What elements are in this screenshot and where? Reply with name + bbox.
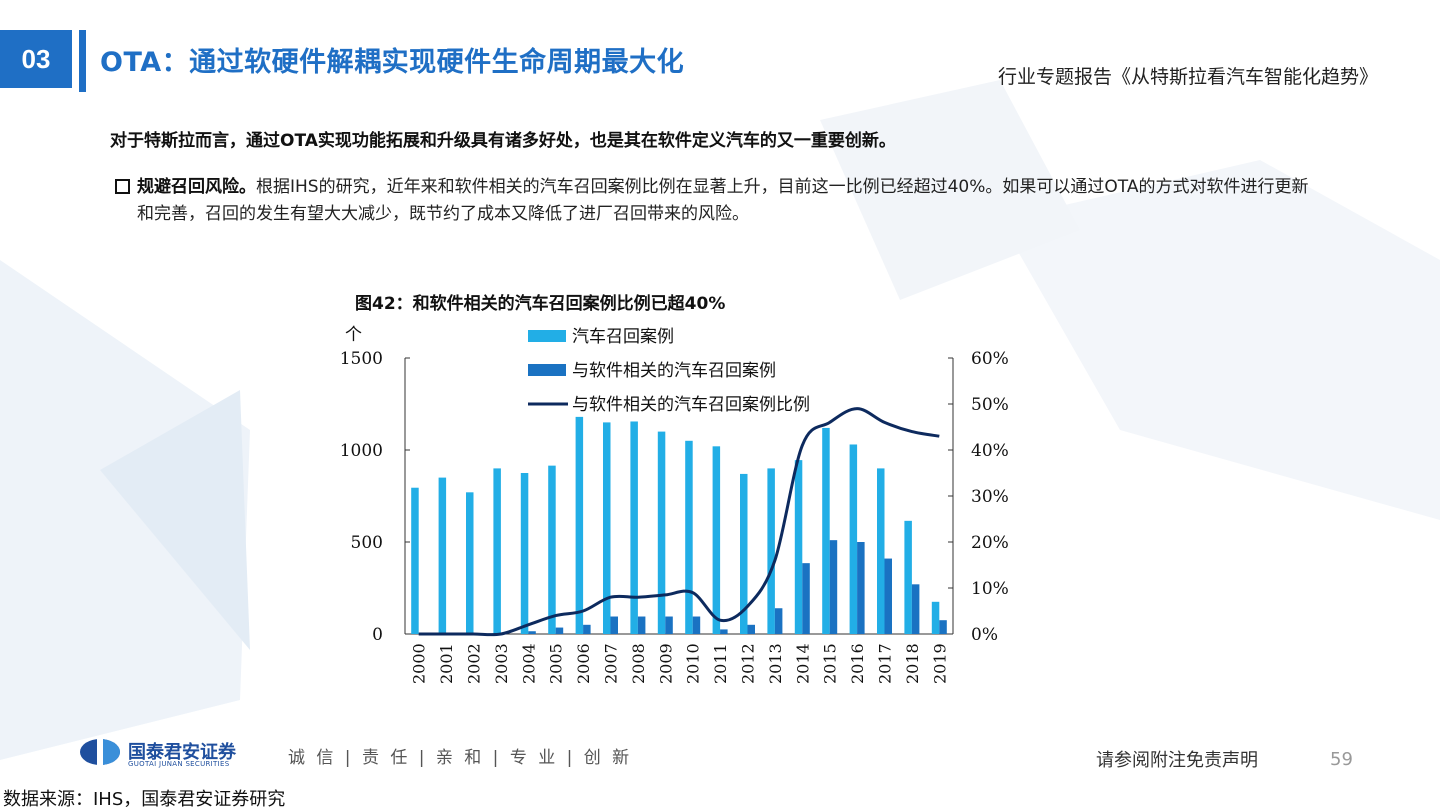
legend-swatch (528, 330, 566, 342)
bar-software-recalls (555, 627, 564, 634)
x-tick-label: 2010 (684, 643, 703, 684)
x-tick-label: 2000 (410, 643, 429, 684)
y-tick-label-left: 500 (351, 533, 383, 553)
bar-software-recalls (665, 616, 673, 634)
bar-total-recalls (603, 422, 611, 634)
x-tick-label: 2002 (465, 643, 484, 684)
bar-total-recalls (712, 446, 721, 634)
x-tick-label: 2012 (739, 643, 758, 684)
x-tick-label: 2018 (903, 643, 922, 684)
x-tick-label: 2003 (492, 643, 511, 684)
x-tick-label: 2005 (547, 643, 566, 684)
data-source: 数据来源：IHS，国泰君安证券研究 (3, 789, 286, 810)
bar-software-recalls (747, 624, 755, 634)
logo-subtext: GUOTAI JUNAN SECURITIES (128, 760, 230, 768)
x-tick-label: 2004 (519, 643, 538, 684)
x-tick-label: 2019 (930, 643, 949, 684)
bar-total-recalls (520, 473, 529, 634)
bar-total-recalls (931, 601, 940, 634)
y-axis-unit-label: 个 (345, 325, 362, 345)
bar-software-recalls (911, 584, 920, 634)
bar-software-recalls (720, 629, 728, 634)
bar-total-recalls (548, 465, 556, 634)
y-tick-label-right: 30% (971, 487, 1009, 507)
x-tick-label: 2008 (629, 643, 648, 684)
chart-title: 图42：和软件相关的汽车召回案例比例已超40% (355, 294, 726, 314)
report-name: 行业专题报告《从特斯拉看汽车智能化趋势》 (997, 66, 1378, 88)
bar-total-recalls (877, 468, 885, 634)
bar-total-recalls (794, 460, 803, 634)
section-number-badge: 03 (0, 30, 72, 88)
recall-chart: 0 500 1000 1500 个 0% 10% 20% 30% 40% 50% 60% 2000 200… (340, 325, 1009, 684)
bar-total-recalls (767, 468, 775, 634)
bar-software-recalls (610, 616, 618, 634)
y-tick-label-right: 60% (971, 349, 1009, 369)
bar-software-recalls (692, 616, 701, 634)
bar-software-recalls (857, 542, 865, 634)
x-tick-label: 2011 (711, 643, 730, 684)
legend-label: 与软件相关的汽车召回案例 (572, 361, 776, 381)
legend-label: 与软件相关的汽车召回案例比例 (572, 395, 810, 415)
bar-total-recalls (411, 487, 419, 634)
bullet-title: 规避召回风险。 (137, 177, 256, 197)
legend-label: 汽车召回案例 (572, 327, 674, 347)
intro-text: 对于特斯拉而言，通过OTA实现功能拓展和升级具有诸多好处，也是其在软件定义汽车的… (110, 131, 896, 151)
disclaimer-link[interactable]: 请参阅附注免责声明 (1096, 750, 1258, 771)
bullet-square-icon (115, 179, 130, 194)
logo-icon (80, 739, 120, 765)
y-tick-label-right: 0% (971, 625, 998, 645)
x-tick-label: 2015 (821, 643, 840, 684)
bar-software-recalls (939, 620, 947, 634)
bar-software-recalls (637, 616, 646, 634)
bar-software-recalls (528, 631, 536, 634)
legend-swatch (528, 364, 566, 376)
x-tick-label: 2001 (437, 643, 456, 684)
y-tick-label-right: 50% (971, 395, 1009, 415)
bar-total-recalls (575, 416, 584, 634)
bar-software-recalls (774, 608, 783, 634)
bar-total-recalls (438, 477, 447, 634)
bar-total-recalls (657, 431, 666, 634)
x-tick-label: 2006 (574, 643, 593, 684)
x-tick-label: 2013 (766, 643, 785, 684)
y-tick-label-right: 40% (971, 441, 1009, 461)
y-tick-label-right: 10% (971, 579, 1009, 599)
bar-software-recalls (884, 558, 892, 634)
bar-software-recalls (802, 563, 810, 634)
bar-software-recalls (829, 540, 838, 634)
logo-text: 国泰君安证券 (128, 742, 236, 763)
company-slogan: 诚 信 | 责 任 | 亲 和 | 专 业 | 创 新 (288, 748, 633, 768)
y-tick-label-left: 1000 (340, 441, 383, 461)
line-software-ratio (418, 407, 940, 637)
page-number: 59 (1330, 749, 1353, 770)
bar-total-recalls (630, 421, 638, 634)
bar-total-recalls (822, 427, 830, 634)
x-tick-label: 2014 (793, 643, 812, 684)
page-title: OTA：通过软硬件解耦实现硬件生命周期最大化 (100, 47, 685, 78)
bullet-body: 根据IHS的研究，近年来和软件相关的汽车召回案例比例在显著上升，目前这一比例已经… (137, 177, 1309, 224)
y-tick-label-left: 1500 (340, 349, 383, 369)
y-tick-label-left: 0 (372, 625, 383, 645)
bar-total-recalls (493, 468, 501, 634)
chart-area: 0 500 1000 1500 个 0% 10% 20% 30% 40% 50% 60% 2000 200… (335, 318, 1010, 693)
bar-total-recalls (849, 444, 858, 634)
x-tick-label: 2016 (848, 643, 867, 684)
bar-total-recalls (740, 473, 748, 634)
x-tick-label: 2007 (602, 643, 621, 684)
bar-total-recalls (904, 520, 912, 634)
bar-total-recalls (685, 440, 693, 634)
y-tick-label-right: 20% (971, 533, 1009, 553)
title-accent-bar (79, 30, 86, 92)
x-tick-label: 2017 (876, 643, 895, 684)
bar-total-recalls (466, 492, 474, 634)
bullet-paragraph: 规避召回风险。根据IHS的研究，近年来和软件相关的汽车召回案例比例在显著上升，目… (137, 174, 1317, 228)
bar-software-recalls (583, 624, 591, 634)
x-tick-label: 2009 (656, 643, 675, 684)
